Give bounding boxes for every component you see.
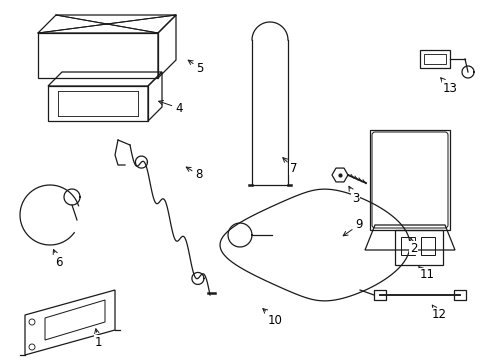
Text: 7: 7 [282, 158, 297, 175]
Bar [420, 237, 434, 255]
Bar [453, 290, 465, 300]
Text: 5: 5 [188, 60, 203, 75]
Text: 2: 2 [409, 238, 417, 255]
Bar [400, 237, 414, 255]
Text: 4: 4 [158, 100, 182, 114]
Bar [423, 54, 445, 64]
Text: 12: 12 [431, 305, 446, 321]
Bar [394, 230, 442, 265]
Bar [373, 290, 385, 300]
Text: 6: 6 [53, 249, 62, 269]
Text: 3: 3 [348, 186, 359, 204]
Bar [369, 130, 449, 230]
Text: 11: 11 [418, 267, 434, 282]
Text: 1: 1 [94, 329, 102, 348]
Text: 9: 9 [343, 219, 362, 236]
Bar [419, 50, 449, 68]
Text: 13: 13 [440, 78, 457, 94]
Text: 10: 10 [263, 309, 282, 327]
Text: 8: 8 [186, 167, 202, 181]
